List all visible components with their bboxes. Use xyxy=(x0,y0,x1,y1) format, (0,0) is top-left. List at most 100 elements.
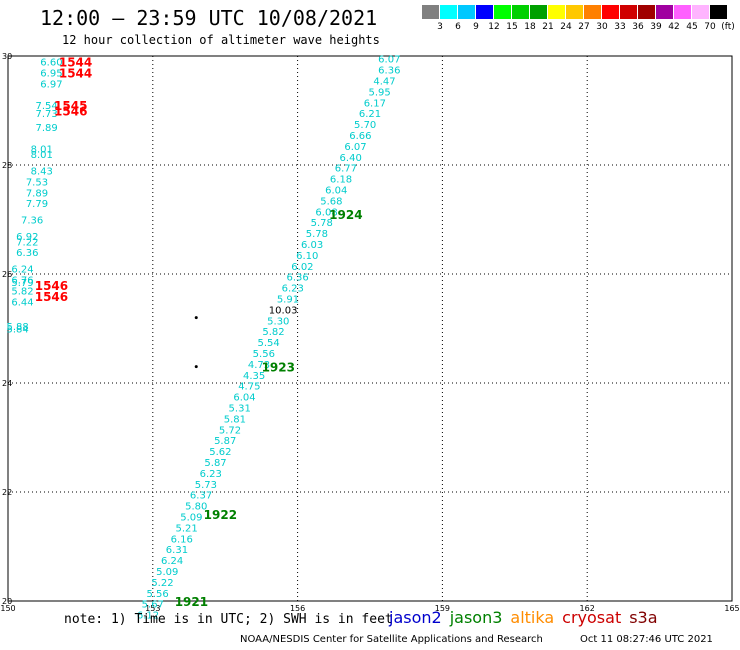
wave-height-value: 6.44 xyxy=(11,297,33,308)
lat-tick-label: 28 xyxy=(2,161,12,170)
lon-tick-label: 159 xyxy=(435,604,450,613)
pass-time-label: 1923 xyxy=(262,361,295,375)
lat-tick-label: 22 xyxy=(2,488,12,497)
scale-swatch xyxy=(512,5,529,19)
wave-height-value: 6.07 xyxy=(378,55,400,66)
scale-swatch xyxy=(458,5,475,19)
scale-label: 27 xyxy=(578,22,590,32)
scale-label: 45 xyxy=(686,22,698,32)
wave-height-value: 7.79 xyxy=(26,199,48,210)
scale-label: 70 xyxy=(704,22,716,32)
lon-tick-label: 153 xyxy=(145,604,160,613)
scale-swatch xyxy=(440,5,457,19)
wave-height-value: 6.03 xyxy=(301,240,323,251)
wave-height-value: 7.22 xyxy=(16,237,38,248)
wave-height-value: 5.70 xyxy=(354,120,376,131)
legend-cryosat: cryosat xyxy=(562,608,622,627)
wave-height-value: 6.07 xyxy=(344,142,366,153)
scale-swatch xyxy=(710,5,727,19)
scale-label: 24 xyxy=(560,22,572,32)
footer-credit: NOAA/NESDIS Center for Satellite Applica… xyxy=(240,634,543,645)
wave-height-value: 5.09 xyxy=(180,513,202,524)
wave-height-value: 4.75 xyxy=(238,382,260,393)
footer-timestamp: Oct 11 08:27:46 UTC 2021 xyxy=(580,634,713,645)
scale-label: 9 xyxy=(473,22,479,32)
lat-tick-label: 24 xyxy=(2,379,12,388)
map-subtitle: 12 hour collection of altimeter wave hei… xyxy=(62,33,380,47)
lon-tick-label: 162 xyxy=(580,604,595,613)
wave-height-value: 6.24 xyxy=(161,556,183,567)
wave-height-value: 6.04 xyxy=(325,186,347,197)
wave-height-value: 6.60 xyxy=(40,57,62,68)
scale-label: (ft) xyxy=(721,22,735,32)
lat-lon-grid xyxy=(7,55,733,602)
scale-label: 3 xyxy=(437,22,443,32)
wave-height-value: 6.18 xyxy=(330,175,352,186)
axis-labels: 150 153 156 159 162 165 20 22 24 26 28 30 xyxy=(0,52,739,613)
wave-height-value: 8.43 xyxy=(31,166,53,177)
scale-swatch xyxy=(422,5,439,19)
wave-height-value: 6.77 xyxy=(335,164,357,175)
legend-altika: altika xyxy=(510,608,555,627)
scale-swatch xyxy=(584,5,601,19)
pass-time-label: 1546 xyxy=(35,290,68,304)
wave-height-value: 6.23 xyxy=(282,284,304,295)
scale-label: 30 xyxy=(596,22,608,32)
legend-s3a: s3a xyxy=(629,608,658,627)
scale-swatch xyxy=(692,5,709,19)
wave-height-value: 6.36 xyxy=(378,66,400,77)
scale-swatch xyxy=(494,5,511,19)
wave-height-value: 6.02 xyxy=(291,262,313,273)
lat-tick-label: 20 xyxy=(2,597,12,606)
wave-height-value: 6.97 xyxy=(40,79,62,90)
wave-height-value: 5.84 xyxy=(7,325,29,336)
wave-height-value: 6.08 xyxy=(315,207,337,218)
lon-tick-label: 156 xyxy=(290,604,305,613)
scale-label: 6 xyxy=(455,22,461,32)
wave-height-value: 5.88 xyxy=(7,322,29,333)
wave-height-value: 10.03 xyxy=(269,305,298,316)
scale-label: 15 xyxy=(506,22,518,32)
wave-height-value: 6.04 xyxy=(233,393,255,404)
wave-height-values: 6.076.364.475.956.176.215.706.666.076.40… xyxy=(7,55,401,622)
pass-time-label: 1545 xyxy=(54,99,87,113)
wave-height-value: 5.68 xyxy=(320,196,342,207)
wave-height-value: 7.73 xyxy=(35,109,57,120)
scale-swatch xyxy=(530,5,547,19)
lat-tick-label: 30 xyxy=(2,52,12,61)
point-markers xyxy=(194,316,198,369)
wave-height-value: 6.36 xyxy=(16,248,38,259)
point-marker xyxy=(194,365,198,369)
wave-height-value: 6.95 xyxy=(40,68,62,79)
wave-height-value: 8.01 xyxy=(31,150,53,161)
scale-label: 21 xyxy=(542,22,554,32)
wave-height-value: 5.30 xyxy=(267,316,289,327)
scale-label: 33 xyxy=(614,22,626,32)
wave-height-value: 5.78 xyxy=(306,229,328,240)
wave-height-value: 5.56 xyxy=(253,349,275,360)
scale-swatch xyxy=(566,5,583,19)
pass-time-label: 1921 xyxy=(175,595,208,609)
wave-height-value: 4.47 xyxy=(373,77,395,88)
wave-height-value: 5.81 xyxy=(224,414,246,425)
wave-height-value: 6.66 xyxy=(349,131,371,142)
wave-height-value: 7.89 xyxy=(35,123,57,134)
lon-tick-label: 165 xyxy=(724,604,739,613)
footer-note: note: 1) Time is in UTC; 2) SWH is in fe… xyxy=(64,612,393,627)
wave-height-value: 6.23 xyxy=(200,469,222,480)
wave-height-value: 5.95 xyxy=(369,87,391,98)
wave-height-value: 5.79 xyxy=(11,278,33,289)
scale-swatch xyxy=(476,5,493,19)
wave-height-value: 5.09 xyxy=(156,567,178,578)
wave-height-value: 5.56 xyxy=(146,589,168,600)
wave-height-value: 4.73 xyxy=(248,360,270,371)
wave-height-value: 5.72 xyxy=(219,425,241,436)
scale-label: 36 xyxy=(632,22,644,32)
scale-label: 39 xyxy=(650,22,662,32)
scale-swatch xyxy=(638,5,655,19)
wave-height-value: 5.78 xyxy=(311,218,333,229)
wave-height-value: 5.82 xyxy=(262,327,284,338)
pass-time-label: 1544 xyxy=(59,66,92,80)
